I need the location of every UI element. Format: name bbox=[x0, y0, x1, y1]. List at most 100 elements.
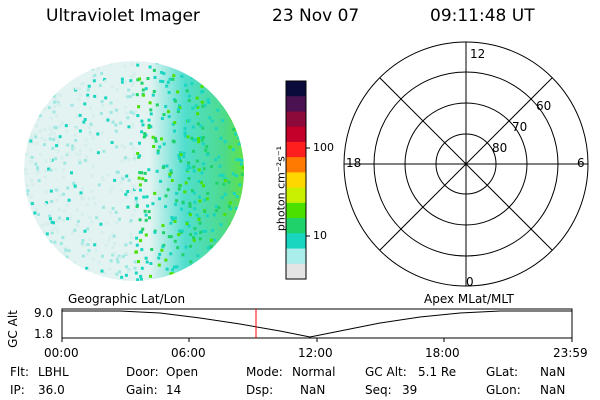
image-pixel bbox=[177, 187, 181, 191]
image-pixel bbox=[96, 67, 100, 71]
image-pixel bbox=[187, 161, 191, 165]
image-pixel bbox=[153, 191, 157, 195]
image-pixel bbox=[137, 105, 141, 109]
colorbar-band bbox=[286, 81, 306, 97]
image-pixel bbox=[118, 217, 121, 221]
image-pixel bbox=[83, 229, 87, 233]
image-pixel bbox=[159, 179, 163, 183]
image-pixel bbox=[166, 188, 170, 192]
image-pixel bbox=[103, 78, 107, 81]
gain-label: Gain: bbox=[126, 383, 158, 397]
image-pixel bbox=[63, 246, 67, 250]
image-pixel bbox=[151, 135, 155, 139]
image-pixel bbox=[197, 137, 200, 141]
image-pixel bbox=[151, 93, 155, 97]
image-pixel bbox=[88, 238, 92, 241]
image-pixel bbox=[135, 236, 139, 240]
image-pixel bbox=[149, 274, 152, 278]
image-pixel bbox=[134, 196, 138, 200]
image-pixel bbox=[30, 141, 34, 145]
image-pixel bbox=[177, 107, 180, 111]
image-pixel bbox=[214, 158, 218, 162]
door-value: Open bbox=[166, 365, 199, 379]
image-pixel bbox=[234, 206, 238, 210]
image-pixel bbox=[101, 178, 105, 182]
image-pixel bbox=[135, 93, 139, 97]
colorbar-band bbox=[286, 111, 306, 128]
image-pixel bbox=[43, 128, 47, 132]
image-pixel bbox=[36, 171, 40, 175]
image-pixel bbox=[124, 192, 128, 196]
seq-label: Seq: bbox=[365, 383, 392, 397]
image-pixel bbox=[81, 242, 84, 246]
image-pixel bbox=[93, 73, 97, 77]
image-pixel bbox=[124, 105, 127, 109]
image-pixel bbox=[205, 145, 209, 149]
image-pixel bbox=[210, 165, 213, 169]
image-pixel bbox=[48, 217, 52, 221]
image-pixel bbox=[152, 68, 156, 72]
image-pixel bbox=[101, 254, 104, 258]
image-pixel bbox=[170, 179, 174, 182]
image-pixel bbox=[129, 235, 133, 239]
image-pixel bbox=[211, 228, 215, 232]
image-pixel bbox=[50, 116, 54, 120]
colorbar-band bbox=[286, 218, 306, 234]
image-pixel bbox=[93, 202, 97, 205]
image-pixel bbox=[203, 198, 207, 202]
image-pixel bbox=[195, 159, 199, 163]
glon-label: GLon: bbox=[486, 383, 521, 397]
image-pixel bbox=[204, 229, 208, 233]
image-pixel bbox=[139, 188, 142, 192]
image-pixel bbox=[44, 159, 48, 163]
image-pixel bbox=[81, 239, 85, 242]
image-pixel bbox=[77, 158, 81, 162]
image-pixel bbox=[40, 136, 44, 140]
image-pixel bbox=[172, 265, 176, 269]
image-pixel bbox=[131, 81, 135, 85]
image-pixel bbox=[147, 118, 151, 122]
image-pixel bbox=[131, 92, 135, 96]
image-pixel bbox=[97, 261, 101, 265]
image-pixel bbox=[140, 248, 144, 252]
image-pixel bbox=[50, 220, 54, 224]
image-pixel bbox=[184, 245, 188, 249]
image-pixel bbox=[159, 79, 163, 83]
image-pixel bbox=[120, 275, 124, 279]
image-pixel bbox=[48, 137, 52, 141]
image-pixel bbox=[132, 72, 136, 76]
image-pixel bbox=[129, 79, 133, 83]
image-pixel bbox=[102, 149, 106, 153]
image-pixel bbox=[36, 117, 40, 121]
image-pixel bbox=[28, 135, 32, 139]
image-pixel bbox=[219, 136, 223, 140]
image-pixel bbox=[144, 179, 148, 182]
image-pixel bbox=[228, 201, 232, 205]
image-pixel bbox=[81, 187, 85, 191]
image-pixel bbox=[134, 250, 138, 254]
image-pixel bbox=[167, 235, 171, 239]
image-pixel bbox=[52, 105, 56, 109]
image-pixel bbox=[114, 108, 118, 112]
image-pixel bbox=[75, 87, 79, 90]
image-pixel bbox=[138, 141, 141, 145]
image-pixel bbox=[140, 266, 144, 270]
image-pixel bbox=[191, 106, 195, 110]
image-pixel bbox=[200, 171, 204, 175]
image-pixel bbox=[52, 94, 56, 98]
image-pixel bbox=[61, 168, 65, 172]
image-pixel bbox=[220, 196, 224, 200]
image-pixel bbox=[123, 80, 127, 84]
image-pixel bbox=[42, 230, 46, 234]
image-pixel bbox=[80, 212, 84, 216]
image-pixel bbox=[55, 93, 59, 97]
image-pixel bbox=[97, 183, 101, 187]
image-pixel bbox=[156, 151, 160, 155]
image-pixel bbox=[46, 222, 50, 226]
image-pixel bbox=[60, 121, 64, 125]
image-pixel bbox=[85, 252, 89, 256]
image-pixel bbox=[92, 196, 96, 200]
image-pixel bbox=[153, 76, 157, 79]
image-pixel bbox=[130, 83, 134, 87]
image-pixel bbox=[162, 142, 166, 146]
